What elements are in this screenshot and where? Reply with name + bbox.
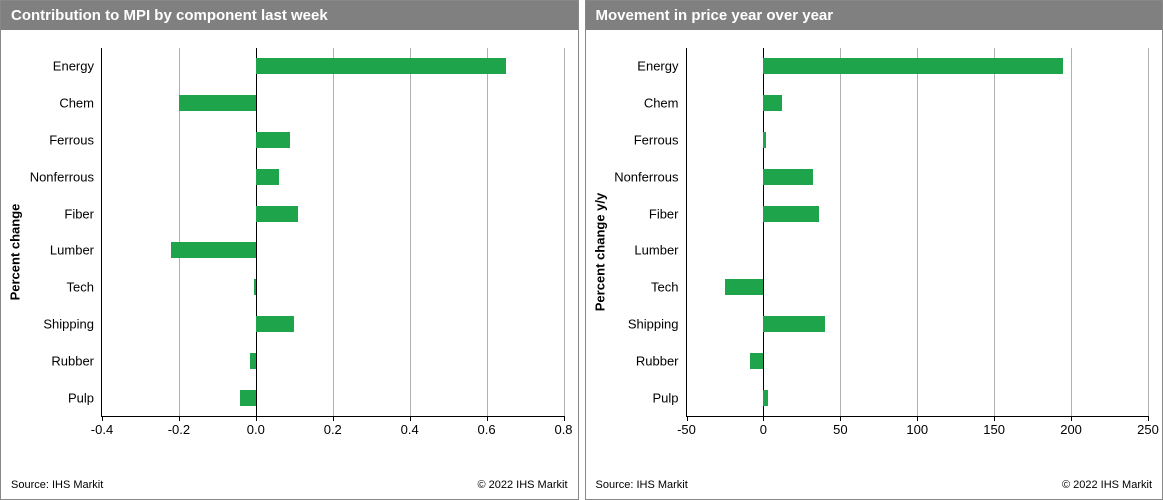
bar [256,58,506,74]
x-tick-label: 50 [833,422,847,437]
x-tick [917,416,918,421]
x-tick [333,416,334,421]
category-label: Tech [67,280,94,295]
y-axis-label: Percent change [8,203,23,300]
x-tick-label: -0.4 [91,422,113,437]
x-tick [687,416,688,421]
category-label: Fiber [64,206,94,221]
x-tick-label: 0.0 [247,422,265,437]
gridline [564,48,565,416]
footer-copyright: © 2022 IHS Markit [1062,479,1152,491]
bar [250,353,256,369]
category-label: Shipping [43,317,94,332]
gridline [333,48,334,416]
zero-axis [256,48,257,416]
bar [763,316,825,332]
x-tick-label: 0.8 [554,422,572,437]
category-label: Nonferrous [614,169,678,184]
x-tick-label: 0.4 [401,422,419,437]
footer-source: Source: IHS Markit [11,479,103,491]
x-tick [994,416,995,421]
bar [179,95,256,111]
panel-footer: Source: IHS Markit © 2022 IHS Markit [1,473,578,499]
x-tick [564,416,565,421]
bar [763,95,781,111]
x-tick-label: 0.2 [324,422,342,437]
gridline [840,48,841,416]
x-tick-label: 0.6 [478,422,496,437]
footer-copyright: © 2022 IHS Markit [477,479,567,491]
category-label: Pulp [68,390,94,405]
category-label: Chem [644,96,679,111]
bar [763,169,812,185]
x-tick [840,416,841,421]
x-tick-label: -0.2 [168,422,190,437]
bar [763,58,1063,74]
category-label: Lumber [50,243,94,258]
x-tick-label: 0 [760,422,767,437]
bar [763,206,818,222]
bar [763,132,766,148]
category-label: Lumber [634,243,678,258]
x-tick-label: 150 [983,422,1005,437]
y-axis-label: Percent change y/y [592,192,607,311]
gridline [487,48,488,416]
category-label: Energy [53,59,94,74]
gridline [410,48,411,416]
category-label: Energy [637,59,678,74]
chart-area: Percent change y/y -50050100150200250Ene… [586,30,1163,473]
bar [254,279,256,295]
category-label: Shipping [628,317,679,332]
bar [171,242,256,258]
x-tick [487,416,488,421]
category-label: Tech [651,280,678,295]
bar [256,169,279,185]
panel-right: Movement in price year over year Percent… [585,0,1163,500]
plot-region: -50050100150200250EnergyChemFerrousNonfe… [686,48,1149,417]
dashboard-container: Contribution to MPI by component last we… [0,0,1163,500]
gridline [1148,48,1149,416]
bar [750,353,764,369]
x-tick [1071,416,1072,421]
chart-area: Percent change -0.4-0.20.00.20.40.60.8En… [1,30,578,473]
category-label: Ferrous [49,133,94,148]
x-tick [256,416,257,421]
category-label: Chem [59,96,94,111]
panel-title: Movement in price year over year [586,1,1163,30]
bar [256,206,298,222]
x-tick-label: 250 [1137,422,1159,437]
plot-region: -0.4-0.20.00.20.40.60.8EnergyChemFerrous… [101,48,564,417]
category-label: Rubber [636,353,679,368]
panel-title: Contribution to MPI by component last we… [1,1,578,30]
gridline [994,48,995,416]
x-tick-label: 200 [1060,422,1082,437]
bar [725,279,763,295]
footer-source: Source: IHS Markit [596,479,688,491]
gridline [917,48,918,416]
category-label: Rubber [51,353,94,368]
x-tick-label: -50 [677,422,696,437]
bar [240,390,255,406]
x-tick [179,416,180,421]
category-label: Nonferrous [30,169,94,184]
category-label: Ferrous [634,133,679,148]
panel-left: Contribution to MPI by component last we… [0,0,579,500]
x-tick [410,416,411,421]
x-tick [102,416,103,421]
bar [256,132,291,148]
x-tick-label: 100 [906,422,928,437]
x-tick [763,416,764,421]
category-label: Fiber [649,206,679,221]
panel-footer: Source: IHS Markit © 2022 IHS Markit [586,473,1163,499]
x-tick [1148,416,1149,421]
bar [763,390,768,406]
bar [256,316,294,332]
category-label: Pulp [652,390,678,405]
gridline [1071,48,1072,416]
